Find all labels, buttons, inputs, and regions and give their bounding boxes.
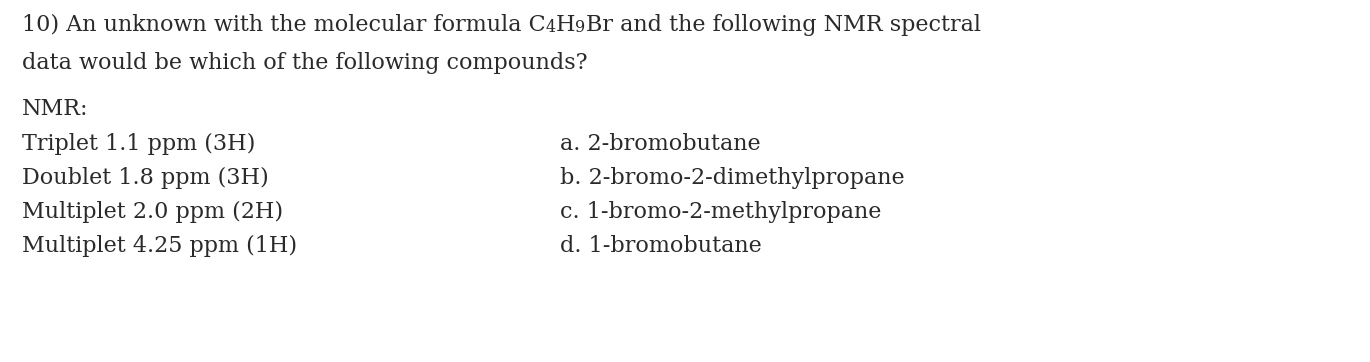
Text: b. 2-bromo-2-dimethylpropane: b. 2-bromo-2-dimethylpropane xyxy=(560,167,904,189)
Text: 9: 9 xyxy=(575,19,585,36)
Text: Doublet 1.8 ppm (3H): Doublet 1.8 ppm (3H) xyxy=(22,167,269,189)
Text: Multiplet 4.25 ppm (1H): Multiplet 4.25 ppm (1H) xyxy=(22,235,297,257)
Text: H: H xyxy=(556,14,575,36)
Text: d. 1-bromobutane: d. 1-bromobutane xyxy=(560,235,762,257)
Text: c. 1-bromo-2-methylpropane: c. 1-bromo-2-methylpropane xyxy=(560,201,881,223)
Text: Triplet 1.1 ppm (3H): Triplet 1.1 ppm (3H) xyxy=(22,133,255,155)
Text: 4: 4 xyxy=(545,19,556,36)
Text: a. 2-bromobutane: a. 2-bromobutane xyxy=(560,133,760,155)
Text: Multiplet 2.0 ppm (2H): Multiplet 2.0 ppm (2H) xyxy=(22,201,284,223)
Text: 10) An unknown with the molecular formula C: 10) An unknown with the molecular formul… xyxy=(22,14,545,36)
Text: data would be which of the following compounds?: data would be which of the following com… xyxy=(22,52,588,74)
Text: NMR:: NMR: xyxy=(22,98,89,120)
Text: Br and the following NMR spectral: Br and the following NMR spectral xyxy=(585,14,981,36)
